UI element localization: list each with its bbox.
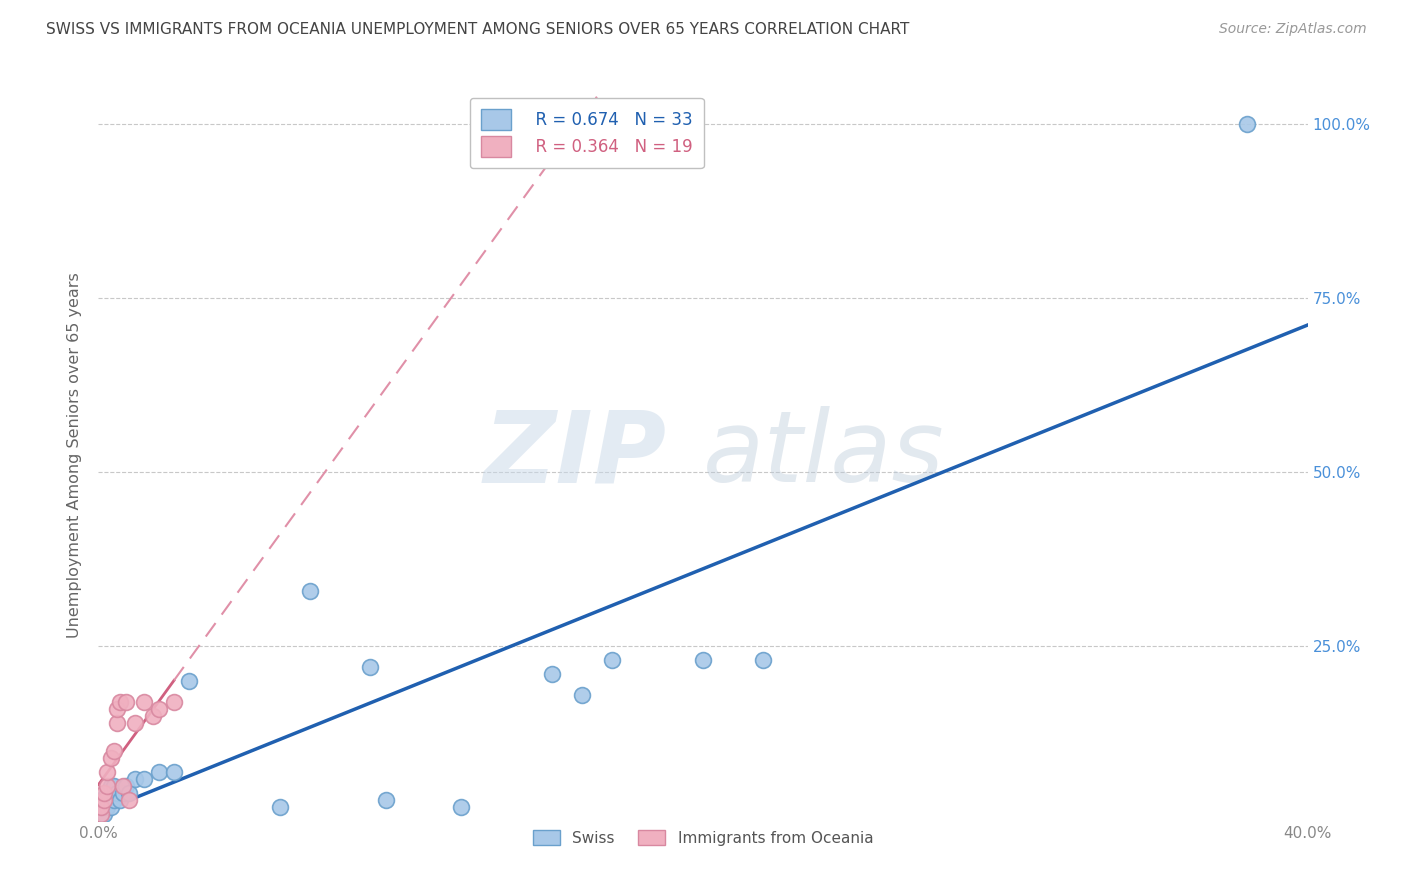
Point (179, 674, 201, 689)
Point (111, 786, 134, 800)
Point (93, 793, 115, 807)
Point (103, 744, 125, 758)
Text: atlas: atlas (703, 407, 945, 503)
Y-axis label: Unemployment Among Seniors over 65 years: Unemployment Among Seniors over 65 years (67, 272, 83, 638)
Point (103, 793, 125, 807)
Point (124, 772, 146, 786)
Point (96, 764, 118, 779)
Point (105, 716, 128, 731)
Point (132, 772, 155, 786)
Point (571, 688, 593, 702)
Text: ZIP: ZIP (484, 407, 666, 503)
Point (100, 799, 122, 814)
Point (602, 653, 624, 667)
Point (114, 695, 136, 709)
Point (96, 799, 118, 814)
Point (752, 653, 775, 667)
Point (90, 799, 112, 814)
Point (108, 695, 131, 709)
Point (90, 806, 112, 821)
Point (90, 793, 112, 807)
Point (108, 793, 131, 807)
Point (360, 660, 382, 674)
Point (540, 667, 562, 681)
Point (105, 702, 128, 716)
Point (90, 806, 112, 821)
Point (148, 702, 170, 716)
Point (299, 583, 322, 598)
Point (93, 799, 115, 814)
Point (132, 695, 155, 709)
Point (692, 653, 714, 667)
Point (100, 779, 122, 793)
Point (118, 786, 141, 800)
Point (105, 786, 128, 800)
Point (111, 779, 134, 793)
Point (148, 764, 170, 779)
Point (163, 695, 186, 709)
Point (118, 793, 141, 807)
Point (450, 799, 472, 814)
Point (124, 716, 146, 731)
Point (103, 779, 125, 793)
Legend: Swiss, Immigrants from Oceania: Swiss, Immigrants from Oceania (524, 822, 882, 854)
Point (93, 786, 115, 800)
Point (96, 779, 118, 793)
Point (93, 793, 115, 807)
Point (1236, 117, 1258, 131)
Point (374, 793, 396, 807)
Point (142, 709, 165, 723)
Point (163, 764, 186, 779)
Point (96, 786, 118, 800)
Point (269, 799, 291, 814)
Text: Source: ZipAtlas.com: Source: ZipAtlas.com (1219, 22, 1367, 37)
Text: SWISS VS IMMIGRANTS FROM OCEANIA UNEMPLOYMENT AMONG SENIORS OVER 65 YEARS CORREL: SWISS VS IMMIGRANTS FROM OCEANIA UNEMPLO… (46, 22, 910, 37)
Point (114, 779, 136, 793)
Point (100, 751, 122, 765)
Point (90, 799, 112, 814)
Point (93, 806, 115, 821)
